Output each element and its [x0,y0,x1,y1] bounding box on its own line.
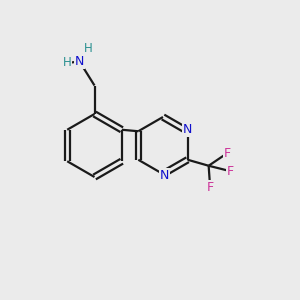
Text: N: N [75,55,84,68]
Text: N: N [160,169,169,182]
Text: F: F [224,147,231,160]
Text: H: H [62,56,71,70]
Text: H: H [83,41,92,55]
Text: F: F [227,165,234,178]
Text: F: F [207,181,214,194]
Text: N: N [183,123,192,136]
